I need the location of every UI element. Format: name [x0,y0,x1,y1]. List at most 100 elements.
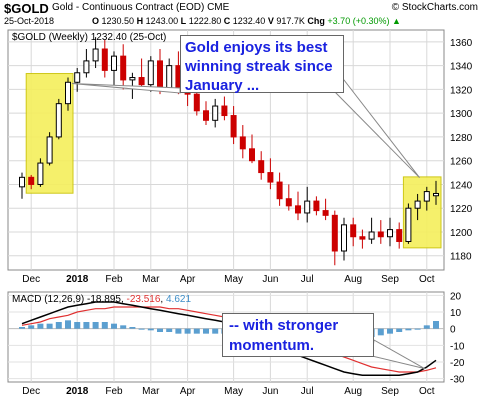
candle-body [101,48,108,71]
macd-histogram-bar [28,325,35,329]
macd-x-tick-label: Sep [381,386,399,397]
low-value: 1222.80 [188,16,222,26]
exchange-label: CME [207,2,230,13]
price-x-tick-label: Feb [105,274,123,285]
change-arrow-icon: ▲ [391,16,401,26]
price-legend: $GOLD (Weekly) 1232.40 (25-Oct) [12,32,166,43]
macd-histogram-bar [111,323,117,329]
macd-histogram-bar [19,327,25,329]
macd-histogram-bar [92,322,99,329]
candle-body [313,200,320,212]
candle-body [304,200,311,214]
candle-body [276,181,283,200]
candle-body [55,103,62,138]
candle-body [120,55,127,81]
candle-body [166,65,173,90]
macd-histogram-bar [65,320,71,329]
macd-histogram-bar [101,322,108,329]
instrument-name: Gold - Continuous Contract (EOD) [52,2,205,13]
candle-body [203,110,209,121]
macd-x-tick-label: Jul [301,386,314,397]
macd-x-tick-label: May [224,386,243,397]
candle-body [212,105,219,121]
macd-histogram-bar [405,328,412,331]
candle-body [138,77,145,86]
candle-body [193,93,200,112]
candle-body [368,231,375,240]
callout-winning-streak: Gold enjoys its best winning streak sinc… [180,35,344,94]
candle-body [295,205,301,214]
price-x-tick-label: Aug [344,274,362,285]
price-tick-label: 1200 [450,228,473,239]
candle-body [37,162,44,185]
macd-legend-value: MACD (12,26,9) -18.895, [12,294,127,305]
macd-legend-hist: 4.621 [166,294,191,305]
candle-body [147,60,154,86]
high-value: 1243.00 [145,16,179,26]
macd-histogram-bar [138,328,145,330]
candle-body [65,81,71,105]
price-tick-label: 1300 [450,109,473,120]
candle-body [249,148,255,162]
macd-x-tick-label: Apr [180,386,196,397]
macd-histogram-bar [212,328,219,334]
macd-histogram-bar [414,328,421,330]
candle-body [74,72,81,83]
macd-histogram-bar [55,322,62,329]
candle-body [111,55,117,71]
macd-x-tick-label: Mar [142,386,160,397]
macd-tick-label: -10 [450,341,465,352]
macd-histogram-bar [396,328,403,332]
candle-body [350,224,357,238]
change-value: +3.70 (+0.30%) [327,16,390,26]
candle-body [46,136,53,164]
macd-x-tick-label: 2018 [66,386,89,397]
macd-histogram-bar [129,327,136,329]
candle-body [405,207,412,242]
chart-symbol: $GOLD [4,1,49,16]
candle-body [331,214,338,252]
price-tick-label: 1320 [450,85,473,96]
price-tick-label: 1340 [450,62,473,73]
price-tick-label: 1260 [450,157,473,168]
candle-body [83,60,90,74]
price-x-tick-label: Apr [180,274,196,285]
candle-body [230,115,237,138]
candle-body [129,77,136,81]
price-tick-label: 1240 [450,180,473,191]
price-x-tick-label: Oct [419,274,435,285]
candle-body [157,60,163,90]
macd-histogram-bar [37,323,44,329]
price-tick-label: 1220 [450,204,473,215]
macd-histogram-bar [120,325,127,329]
candle-body [19,176,25,188]
macd-x-tick-label: Oct [419,386,435,397]
source-credit: © StockCharts.com [391,2,478,13]
candle-body [92,48,99,62]
candle-body [221,105,228,117]
macd-histogram-bar [433,321,439,329]
macd-x-tick-label: Feb [105,386,123,397]
macd-histogram-bar [175,328,182,334]
candle-body [28,176,35,185]
macd-histogram-bar [74,322,81,329]
macd-tick-label: -30 [450,375,465,386]
macd-histogram-bar [203,328,209,334]
candle-body [322,210,329,216]
candle-body [341,224,347,252]
macd-histogram-bar [83,322,90,329]
chart-description: Gold - Continuous Contract (EOD) CME [52,2,229,13]
price-x-tick-label: Dec [22,274,40,285]
price-tick-label: 1180 [450,252,472,263]
macd-histogram-bar [193,328,200,334]
price-x-tick-label: Sep [381,274,399,285]
ohlc-readout: O 1230.50 H 1243.00 L 1222.80 C 1232.40 … [92,16,401,26]
macd-tick-label: 0 [450,325,456,336]
candle-body [267,172,274,183]
price-x-tick-label: 2018 [66,274,89,285]
candle-body [239,136,246,150]
price-x-tick-label: May [224,274,243,285]
macd-histogram-bar [377,328,384,336]
candle-body [285,198,292,207]
